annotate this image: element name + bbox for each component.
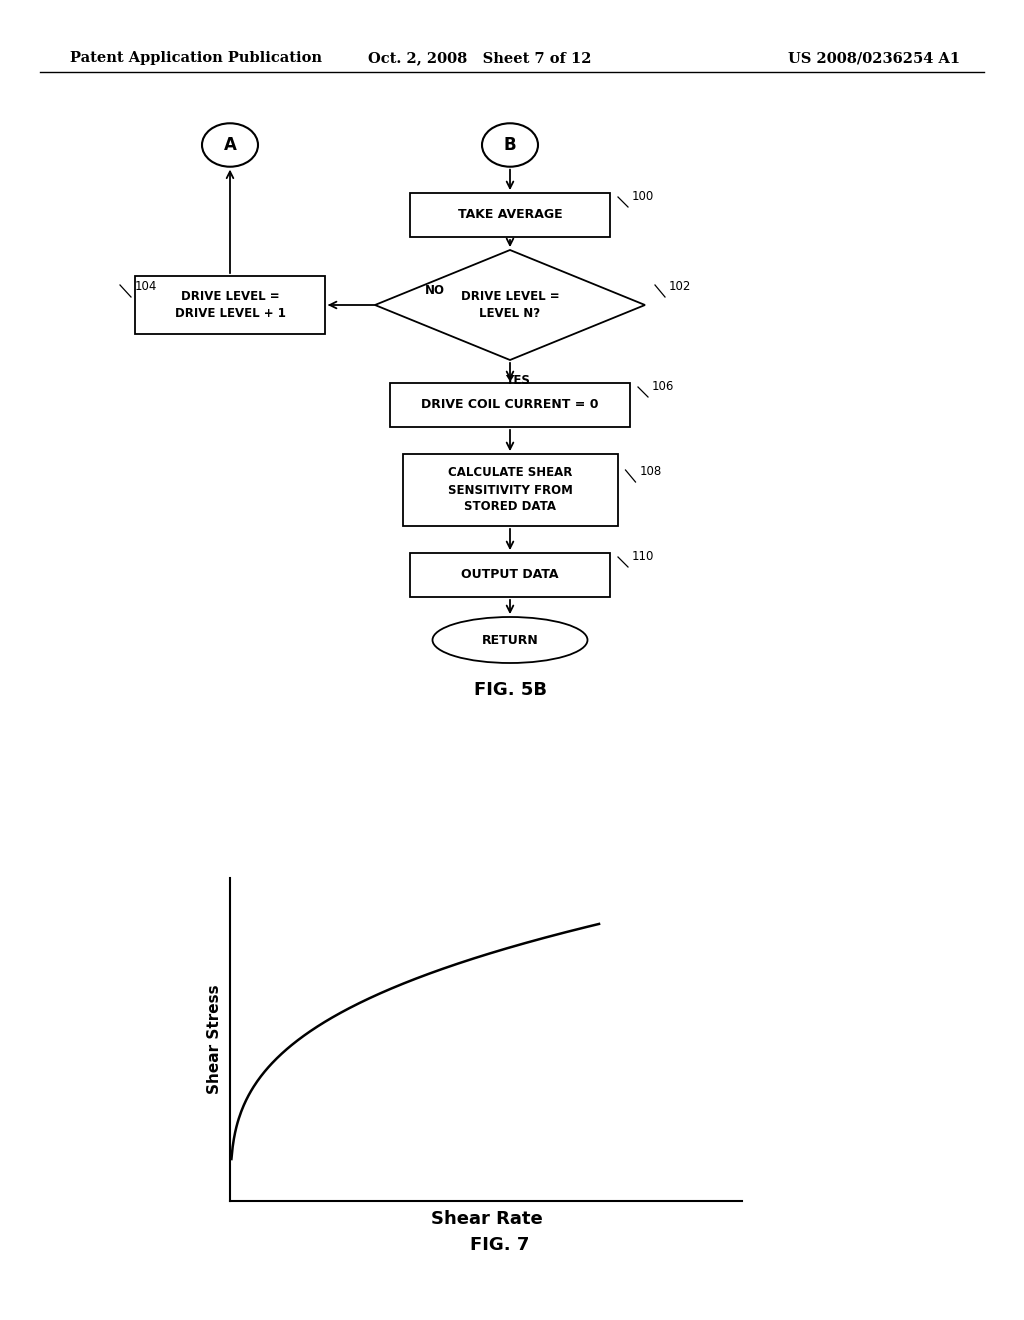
Text: 108: 108 (640, 465, 662, 478)
Text: 102: 102 (669, 280, 691, 293)
Text: CALCULATE SHEAR
SENSITIVITY FROM
STORED DATA: CALCULATE SHEAR SENSITIVITY FROM STORED … (447, 466, 572, 513)
Text: OUTPUT DATA: OUTPUT DATA (461, 569, 559, 582)
Text: TAKE AVERAGE: TAKE AVERAGE (458, 209, 562, 222)
Text: DRIVE LEVEL =
DRIVE LEVEL + 1: DRIVE LEVEL = DRIVE LEVEL + 1 (174, 290, 286, 319)
Text: 110: 110 (632, 550, 654, 564)
FancyBboxPatch shape (402, 454, 617, 525)
Text: RETURN: RETURN (481, 634, 539, 647)
Text: DRIVE LEVEL =
LEVEL N?: DRIVE LEVEL = LEVEL N? (461, 290, 559, 319)
Text: US 2008/0236254 A1: US 2008/0236254 A1 (787, 51, 961, 65)
Text: NO: NO (425, 284, 445, 297)
Text: FIG. 7: FIG. 7 (470, 1236, 529, 1254)
X-axis label: Shear Rate: Shear Rate (430, 1209, 543, 1228)
FancyBboxPatch shape (410, 553, 610, 597)
FancyBboxPatch shape (135, 276, 325, 334)
Text: B: B (504, 136, 516, 154)
Y-axis label: Shear Stress: Shear Stress (207, 985, 222, 1094)
Text: Patent Application Publication: Patent Application Publication (70, 51, 322, 65)
Text: A: A (223, 136, 237, 154)
FancyBboxPatch shape (390, 383, 630, 426)
Text: Oct. 2, 2008   Sheet 7 of 12: Oct. 2, 2008 Sheet 7 of 12 (369, 51, 592, 65)
Text: 104: 104 (135, 280, 158, 293)
Text: DRIVE COIL CURRENT = 0: DRIVE COIL CURRENT = 0 (421, 399, 599, 412)
FancyBboxPatch shape (410, 193, 610, 238)
Text: 100: 100 (632, 190, 654, 203)
Text: 106: 106 (652, 380, 675, 393)
Text: YES: YES (506, 374, 530, 387)
Text: FIG. 5B: FIG. 5B (473, 681, 547, 700)
